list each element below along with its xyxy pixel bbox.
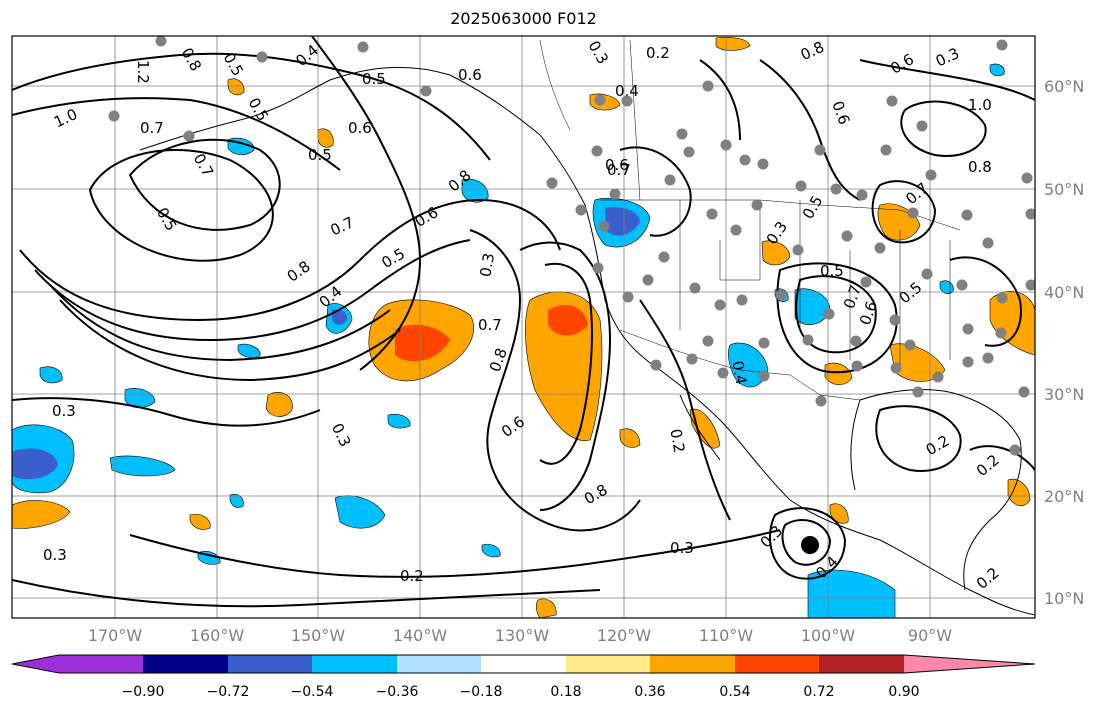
colorbar-tick-label: 0.36 [634, 684, 666, 700]
contour-label: 0.4 [615, 82, 639, 100]
contour-label: 0.3 [757, 522, 787, 552]
positive-anomaly-shading [12, 36, 1035, 618]
contour-label: 0.8 [486, 346, 511, 375]
colorbar-swatch [735, 655, 820, 673]
contour-label: 0.5 [820, 262, 844, 280]
contour-label: 0.8 [284, 257, 314, 285]
contour-label: 0.6 [498, 412, 528, 440]
latitude-label: 10°N [1044, 589, 1085, 608]
latitude-label: 40°N [1044, 283, 1085, 302]
latitude-label: 30°N [1044, 385, 1085, 404]
colorbar-tick-label: 0.18 [550, 684, 582, 700]
contour-label: 0.3 [933, 44, 962, 70]
colorbar-swatch [904, 655, 1035, 673]
contour-label: 0.2 [666, 427, 688, 454]
storm-center-marker [801, 536, 819, 554]
contour-label: 0.6 [458, 66, 482, 84]
colorbar-swatch [12, 655, 59, 673]
contour-label: 0.8 [177, 45, 205, 75]
latitude-label: 20°N [1044, 487, 1085, 506]
contour-label: 0.8 [798, 38, 827, 64]
colorbar-swatch [59, 655, 144, 673]
latitude-label: 50°N [1044, 180, 1085, 199]
contour-label: 0.6 [828, 99, 853, 128]
contour-label: 0.4 [728, 359, 750, 386]
colorbar-tick-label: −0.54 [290, 684, 334, 700]
contour-label: 0.5 [308, 146, 332, 164]
political-boundaries [539, 39, 961, 401]
longitude-label: 160°W [189, 626, 245, 645]
contour-label: 0.7 [478, 316, 502, 334]
longitude-label: 170°W [87, 626, 143, 645]
colorbar-tick-label: −0.18 [459, 684, 503, 700]
colorbar-swatch [312, 655, 398, 673]
map-title: 2025063000 F012 [450, 9, 597, 28]
contour-label: 1.2 [134, 60, 152, 84]
contour-label: 0.7 [607, 161, 631, 179]
contour-label: 1.0 [968, 96, 992, 114]
longitude-label: 150°W [290, 626, 346, 645]
contour-label: 0.7 [902, 179, 932, 208]
contour-label: 0.3 [43, 546, 67, 564]
contour-label: 0.3 [584, 38, 612, 68]
contour-label: 0.6 [887, 50, 917, 78]
colorbar-tick-label: −0.90 [121, 684, 165, 700]
colorbar-swatch [143, 655, 229, 673]
contour-label: 0.3 [52, 402, 76, 420]
colorbar [11, 654, 1036, 674]
colorbar-swatch [481, 655, 567, 673]
contour-label: 0.5 [244, 95, 272, 125]
colorbar-swatch [228, 655, 313, 673]
contour-label: 0.3 [670, 539, 694, 557]
longitude-label: 100°W [800, 626, 856, 645]
graticule [12, 36, 1035, 618]
contour-label: 0.5 [362, 70, 386, 88]
negative-anomaly-shading [12, 63, 1005, 618]
colorbar-swatch [819, 655, 905, 673]
colorbar-tick-label: −0.72 [206, 684, 250, 700]
colorbar-swatch [650, 655, 736, 673]
contour-label: 0.3 [328, 420, 354, 449]
contour-label: 0.2 [973, 564, 1003, 593]
contour-label: 0.3 [476, 252, 498, 279]
contour-label: 0.7 [328, 213, 357, 239]
contour-label: 0.2 [400, 567, 424, 585]
colorbar-tick-label: 0.72 [803, 684, 835, 700]
longitude-label: 110°W [698, 626, 754, 645]
map-frame [11, 35, 1036, 619]
colorbar-swatch [397, 655, 482, 673]
contour-lines [12, 36, 1035, 608]
contour-label: 0.5 [799, 192, 827, 222]
contour-label: 0.7 [140, 119, 164, 137]
colorbar-tick-label: 0.54 [719, 684, 751, 700]
contour-label: 0.8 [968, 158, 992, 176]
colorbar-tick-label: 0.90 [888, 684, 920, 700]
longitude-label: 140°W [392, 626, 448, 645]
longitude-label: 120°W [596, 626, 652, 645]
longitude-label: 90°W [907, 626, 953, 645]
colorbar-swatch [566, 655, 651, 673]
station-markers [108, 36, 1035, 456]
longitude-label: 130°W [494, 626, 550, 645]
latitude-label: 60°N [1044, 77, 1085, 96]
contour-label: 0.2 [923, 432, 953, 460]
contour-label: 0.6 [348, 119, 372, 137]
contour-label: 1.0 [51, 105, 80, 131]
colorbar-tick-label: −0.36 [375, 684, 419, 700]
contour-label: 0.8 [581, 481, 611, 509]
colorbar-outline [11, 654, 1036, 674]
contour-label: 0.2 [973, 451, 1003, 480]
contour-label: 0.6 [605, 156, 629, 174]
contour-label: 0.2 [646, 44, 670, 62]
